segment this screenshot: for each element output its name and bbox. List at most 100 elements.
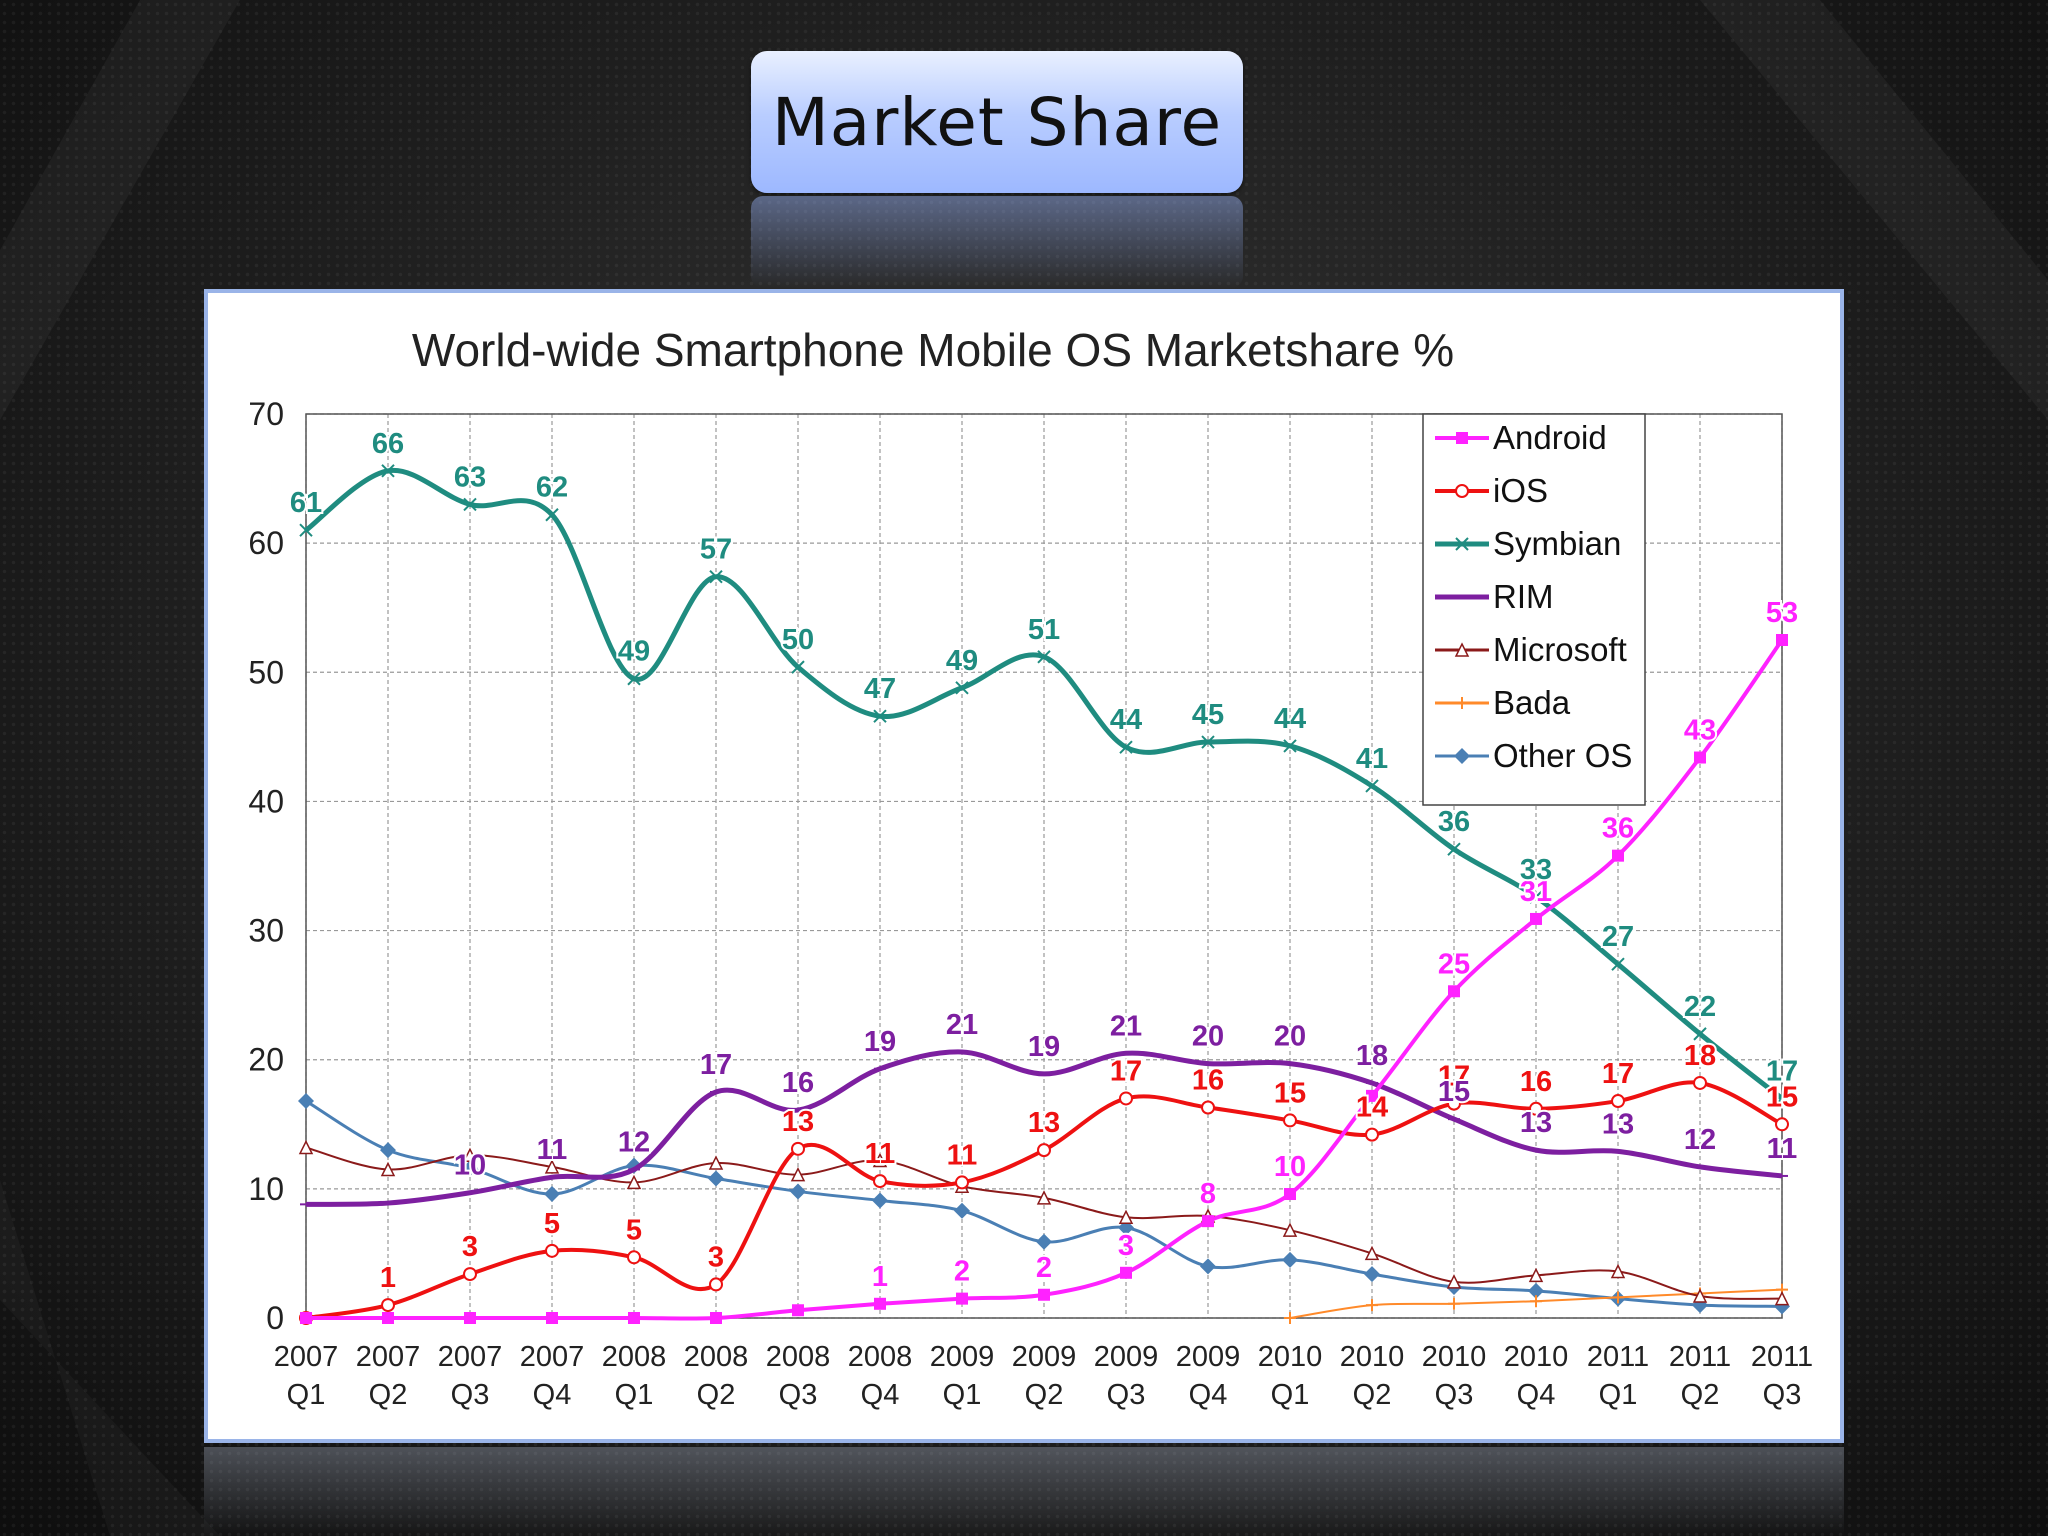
legend-label: Symbian (1493, 525, 1621, 562)
slide-title-box: Market Share (751, 51, 1243, 193)
data-label-symbian: 36 (1438, 806, 1470, 838)
data-point-other-os (790, 1183, 806, 1200)
data-label-ios: 11 (865, 1138, 896, 1170)
data-label-ios: 17 (1602, 1058, 1634, 1090)
x-tick-label: Q2 (697, 1379, 736, 1411)
data-point-symbian (1283, 739, 1297, 753)
data-label-ios: 16 (1192, 1064, 1224, 1096)
data-label-android: 1 (872, 1261, 888, 1293)
data-point-symbian (1447, 842, 1461, 856)
x-tick-label: 2010 (1422, 1341, 1487, 1373)
x-tick-label: Q3 (1107, 1379, 1146, 1411)
data-point-other-os (954, 1202, 970, 1219)
legend-item-microsoft: Microsoft (1435, 631, 1627, 668)
data-label-symbian: 57 (700, 534, 732, 566)
x-tick-label: 2009 (1012, 1341, 1077, 1373)
data-label-symbian: 22 (1684, 991, 1716, 1023)
data-label-symbian: 17 (1766, 1055, 1798, 1087)
x-tick-label: 2010 (1340, 1341, 1405, 1373)
data-label-android: 25 (1438, 948, 1470, 980)
x-tick-label: Q1 (1599, 1379, 1638, 1411)
data-label-android: 53 (1766, 597, 1798, 629)
data-point-ios (627, 1250, 641, 1265)
data-point-android (1202, 1215, 1214, 1228)
x-tick-label: 2009 (1094, 1341, 1159, 1373)
series-android (300, 634, 1788, 1324)
x-tick-label: 2007 (356, 1341, 421, 1373)
data-point-android (874, 1297, 886, 1310)
x-tick-label: Q4 (1189, 1379, 1228, 1411)
data-point-ios (1201, 1100, 1215, 1115)
data-point-microsoft (1446, 1274, 1462, 1289)
data-label-rim: 11 (1767, 1133, 1798, 1165)
data-point-symbian (791, 660, 805, 674)
data-label-ios: 17 (1438, 1061, 1470, 1093)
x-tick-label: Q1 (1271, 1379, 1310, 1411)
y-tick-label: 0 (266, 1300, 284, 1336)
legend-item-rim: RIM (1435, 578, 1554, 615)
data-point-android (300, 1312, 312, 1324)
data-point-microsoft (708, 1155, 724, 1170)
legend-label: iOS (1493, 472, 1548, 509)
data-point-ios (1283, 1113, 1297, 1128)
x-tick-label: 2008 (848, 1341, 913, 1373)
data-point-ios (1693, 1075, 1707, 1090)
legend-marker (1455, 537, 1469, 551)
data-label-ios: 11 (947, 1139, 978, 1171)
data-point-android (628, 1312, 640, 1324)
x-tick-label: Q2 (369, 1379, 408, 1411)
data-point-microsoft (1118, 1209, 1134, 1225)
data-label-ios: 5 (544, 1208, 560, 1240)
x-tick-label: 2008 (602, 1341, 667, 1373)
legend-box (1422, 413, 1646, 806)
y-tick-label: 40 (248, 783, 284, 819)
data-point-microsoft (1036, 1190, 1052, 1205)
data-label-ios: 3 (462, 1231, 478, 1263)
data-label-rim: 13 (1602, 1108, 1634, 1140)
data-point-other-os (1364, 1266, 1380, 1283)
data-label-rim: 18 (1356, 1040, 1388, 1072)
data-label-rim: 19 (1028, 1031, 1060, 1063)
data-point-ios (1447, 1096, 1461, 1111)
legend-label: Android (1493, 419, 1607, 456)
data-point-bada (1448, 1297, 1460, 1310)
data-point-ios (1365, 1127, 1379, 1142)
data-label-symbian: 66 (372, 428, 404, 460)
data-point-microsoft (1692, 1288, 1708, 1303)
data-label-rim: 11 (537, 1134, 568, 1166)
data-point-symbian (627, 672, 641, 686)
chart-reflection (204, 1447, 1844, 1536)
data-point-other-os (544, 1186, 560, 1203)
x-tick-label: Q3 (779, 1379, 818, 1411)
legend-label: Microsoft (1493, 631, 1627, 668)
legend-item-other-os: Other OS (1435, 737, 1632, 774)
data-point-microsoft (1282, 1222, 1298, 1237)
data-point-ios (955, 1175, 969, 1190)
x-tick-label: 2010 (1258, 1341, 1323, 1373)
data-label-ios: 13 (1028, 1107, 1060, 1139)
data-point-symbian (1201, 735, 1215, 749)
data-point-bada (1284, 1312, 1296, 1324)
data-label-symbian: 33 (1520, 854, 1552, 886)
data-point-symbian (1119, 740, 1133, 754)
data-point-other-os (1528, 1282, 1544, 1299)
x-tick-label: 2008 (766, 1341, 831, 1373)
data-point-symbian (463, 497, 477, 512)
data-label-rim: 20 (1274, 1021, 1306, 1053)
legend-marker (1455, 484, 1469, 498)
data-point-symbian (1529, 890, 1543, 904)
data-label-ios: 5 (626, 1214, 642, 1246)
plot-area-border (305, 413, 1783, 1319)
x-tick-label: Q1 (943, 1379, 982, 1411)
series-symbian (299, 464, 1789, 1106)
data-point-android (792, 1304, 804, 1317)
data-label-symbian: 63 (454, 461, 486, 493)
x-tick-label: 2011 (1587, 1341, 1649, 1373)
data-label-ios: 16 (1520, 1066, 1552, 1098)
line-chart: World-wide Smartphone Mobile OS Marketsh… (248, 324, 1813, 1411)
legend-item-ios: iOS (1435, 472, 1548, 509)
data-point-ios (709, 1277, 723, 1292)
x-tick-label: 2009 (930, 1341, 995, 1373)
data-point-symbian (381, 464, 395, 478)
